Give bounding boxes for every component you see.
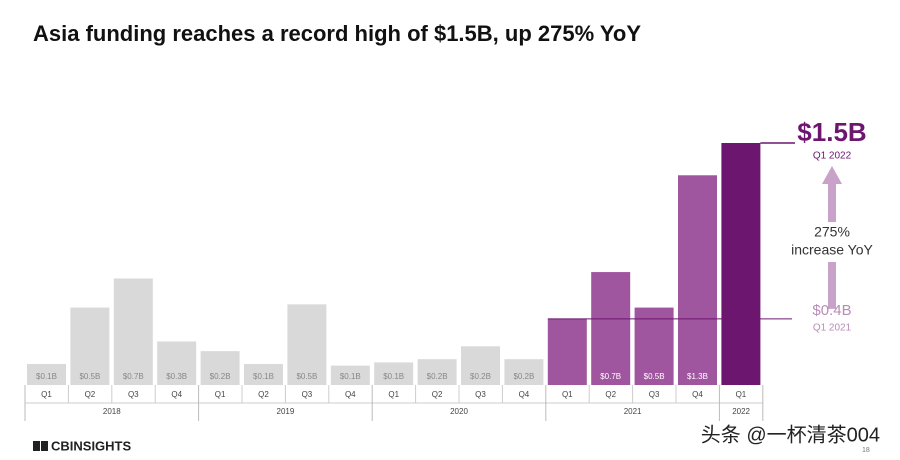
bar [157,341,197,385]
base-value: $0.4B [812,302,851,319]
bar [634,307,674,385]
value-label: $0.1B [340,372,361,381]
x-tick-label: Q2 [605,390,616,399]
logo-icon [33,441,40,451]
group-label: 2018 [103,407,121,416]
bar [113,278,153,385]
x-tick-label: Q3 [475,390,486,399]
x-tick-label: Q1 [215,390,226,399]
value-label: $0.2B [210,372,231,381]
x-tick-label: Q4 [692,390,703,399]
group-label: 2020 [450,407,468,416]
bar [461,346,500,385]
bar [417,359,457,385]
peak-value: $1.5B [797,117,866,147]
bar [330,365,370,385]
bar [70,307,110,385]
group-label: 2019 [277,407,295,416]
x-tick-label: Q1 [562,390,573,399]
label-box [782,222,882,262]
bar [721,143,761,385]
bar [547,318,587,385]
value-label: $0.1B [383,372,404,381]
x-tick-label: Q4 [345,390,356,399]
value-label: $0.2B [470,372,491,381]
bar [287,304,327,385]
peak-label: Q1 2022 [813,151,852,162]
x-tick-label: Q1 [388,390,399,399]
value-label: $0.1B [253,372,274,381]
x-tick-label: Q3 [128,390,139,399]
value-label: $0.7B [600,372,621,381]
logo-text: CBINSIGHTS [51,438,132,453]
logo: CBINSIGHTS [33,438,132,453]
bar [200,351,240,385]
group-label: 2022 [732,407,750,416]
increase-text: increase YoY [791,242,873,258]
bar [244,364,283,385]
bar [504,359,544,385]
group-label: 2021 [624,407,642,416]
x-tick-label: Q3 [649,390,660,399]
x-tick-label: Q1 [41,390,52,399]
base-label: Q1 2021 [813,323,852,334]
x-tick-label: Q2 [432,390,443,399]
bar [591,272,631,385]
x-tick-label: Q4 [519,390,530,399]
bar [374,362,414,385]
value-label: $0.5B [644,372,665,381]
value-label: $1.3B [687,372,708,381]
value-label: $0.5B [296,372,317,381]
chart-title: Asia funding reaches a record high of $1… [33,21,641,46]
x-tick-label: Q2 [85,390,96,399]
value-label: $0.2B [427,372,448,381]
value-label: $0.7B [123,372,144,381]
page-number: 18 [862,447,870,454]
x-tick-label: Q4 [171,390,182,399]
value-label: $0.5B [79,372,100,381]
value-label: $0.3B [166,372,187,381]
x-tick-label: Q2 [258,390,269,399]
increase-text: 275% [814,224,850,240]
bar [27,364,66,385]
x-tick-label: Q1 [736,390,747,399]
bar [678,175,717,385]
watermark: 头条 @一杯清茶004 [701,423,880,446]
logo-icon [41,441,48,451]
value-label: $0.1B [36,372,57,381]
value-label: $0.2B [513,372,534,381]
x-tick-label: Q3 [302,390,313,399]
arrow-head [822,166,842,184]
